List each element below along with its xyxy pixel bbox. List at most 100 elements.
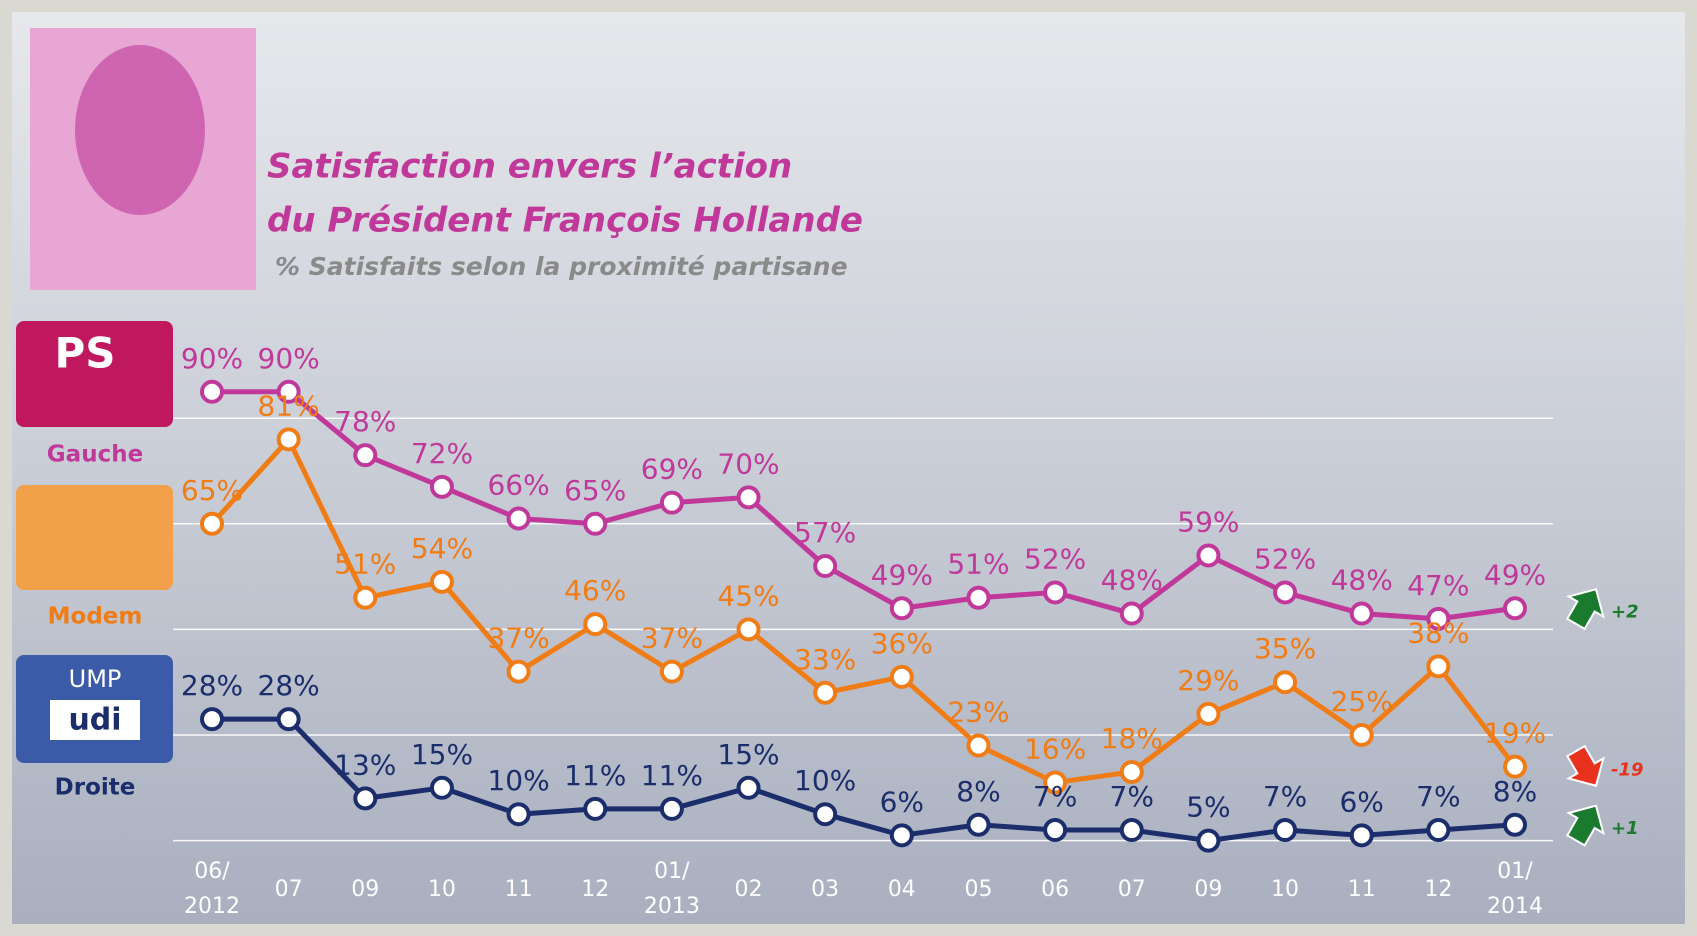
point bbox=[429, 569, 454, 594]
x-tick-label: 09 bbox=[1194, 877, 1222, 902]
point bbox=[889, 596, 914, 621]
point bbox=[1503, 596, 1527, 621]
point bbox=[659, 490, 684, 515]
point bbox=[966, 733, 991, 758]
value-label: 8% bbox=[1493, 775, 1537, 808]
change-label: +2 bbox=[1611, 601, 1639, 622]
x-tick-label: 06 bbox=[1041, 877, 1069, 902]
point bbox=[1349, 723, 1374, 747]
logo-modem bbox=[16, 485, 173, 590]
value-label: 10% bbox=[487, 764, 549, 797]
point bbox=[429, 474, 454, 499]
point bbox=[353, 443, 378, 468]
value-label: 28% bbox=[181, 669, 243, 702]
x-tick-label-line: 2014 bbox=[1487, 894, 1543, 919]
point bbox=[1273, 580, 1298, 605]
point bbox=[276, 379, 301, 404]
value-label: 23% bbox=[947, 696, 1009, 729]
value-label: 18% bbox=[1101, 722, 1163, 755]
x-tick-label: 05 bbox=[964, 877, 992, 902]
value-label: 47% bbox=[1407, 569, 1469, 602]
value-label: 15% bbox=[717, 738, 779, 771]
x-tick-label: 01/2013 bbox=[644, 859, 700, 919]
value-label: 65% bbox=[181, 474, 243, 507]
point bbox=[506, 802, 531, 827]
value-label: 8% bbox=[956, 775, 1000, 808]
point bbox=[1273, 670, 1298, 695]
value-label: 37% bbox=[641, 622, 703, 655]
value-label: 52% bbox=[1024, 542, 1086, 575]
value-label: 78% bbox=[334, 405, 396, 438]
point bbox=[1043, 818, 1068, 843]
value-label: 90% bbox=[181, 342, 243, 375]
chart-subtitle: % Satisfaits selon la proximité partisan… bbox=[275, 252, 848, 281]
value-label: 38% bbox=[1407, 616, 1469, 649]
point bbox=[1349, 823, 1374, 848]
logo-text: PS bbox=[54, 329, 115, 378]
value-label: 35% bbox=[1254, 632, 1316, 665]
point bbox=[1119, 601, 1144, 626]
value-label: 19% bbox=[1484, 717, 1546, 750]
x-tick-label: 07 bbox=[1118, 877, 1146, 902]
point bbox=[1119, 759, 1144, 784]
value-label: 28% bbox=[258, 669, 320, 702]
value-label: 51% bbox=[947, 548, 1009, 581]
x-tick-label: 11 bbox=[505, 877, 533, 902]
point bbox=[1426, 818, 1451, 843]
value-label: 36% bbox=[871, 627, 933, 660]
logo-text: udi bbox=[68, 703, 121, 738]
point bbox=[200, 511, 224, 536]
point bbox=[276, 427, 301, 452]
x-tick-label-line: 2013 bbox=[644, 894, 700, 919]
point bbox=[736, 617, 761, 642]
point bbox=[583, 612, 608, 637]
point bbox=[1196, 828, 1221, 853]
x-tick-label: 11 bbox=[1348, 877, 1376, 902]
point bbox=[583, 511, 608, 536]
x-tick-label-line: 2012 bbox=[184, 894, 240, 919]
point bbox=[813, 554, 838, 579]
value-label: 70% bbox=[717, 447, 779, 480]
point bbox=[1426, 654, 1451, 679]
value-label: 45% bbox=[717, 579, 779, 612]
x-tick-label: 09 bbox=[351, 877, 379, 902]
change-label: +1 bbox=[1611, 818, 1639, 839]
point bbox=[813, 680, 838, 705]
point bbox=[1043, 580, 1068, 605]
point bbox=[1196, 543, 1221, 568]
value-label: 5% bbox=[1186, 791, 1230, 824]
value-label: 54% bbox=[411, 532, 473, 565]
logo-gauche bbox=[16, 321, 173, 427]
value-label: 81% bbox=[258, 389, 320, 422]
value-label: 11% bbox=[641, 759, 703, 792]
value-label: 10% bbox=[794, 764, 856, 797]
legend-label: Gauche bbox=[47, 442, 143, 468]
series-line bbox=[210, 436, 1517, 786]
value-label: 46% bbox=[564, 574, 626, 607]
point bbox=[506, 506, 531, 531]
x-tick-label: 10 bbox=[428, 877, 456, 902]
value-label: 7% bbox=[1110, 780, 1154, 813]
value-label: 69% bbox=[641, 453, 703, 486]
value-label: 59% bbox=[1177, 505, 1239, 538]
point bbox=[353, 585, 378, 610]
value-label: 7% bbox=[1033, 780, 1077, 813]
value-label: 49% bbox=[871, 558, 933, 591]
series-line bbox=[212, 389, 1516, 622]
value-label: 6% bbox=[880, 785, 924, 818]
point bbox=[659, 659, 684, 684]
value-label: 48% bbox=[1331, 564, 1393, 597]
value-label: 52% bbox=[1254, 542, 1316, 575]
point bbox=[1503, 754, 1527, 779]
photo-face bbox=[75, 45, 205, 215]
point bbox=[1426, 606, 1451, 631]
value-label: 13% bbox=[334, 748, 396, 781]
x-tick-label: 12 bbox=[1424, 877, 1452, 902]
value-label: 7% bbox=[1416, 780, 1460, 813]
change-arrow bbox=[1565, 744, 1605, 787]
value-label: 6% bbox=[1339, 785, 1383, 818]
x-tick-label: 06/2012 bbox=[184, 859, 240, 919]
x-tick-label: 02 bbox=[735, 877, 763, 902]
chart-title: Satisfaction envers l’action bbox=[267, 147, 792, 187]
